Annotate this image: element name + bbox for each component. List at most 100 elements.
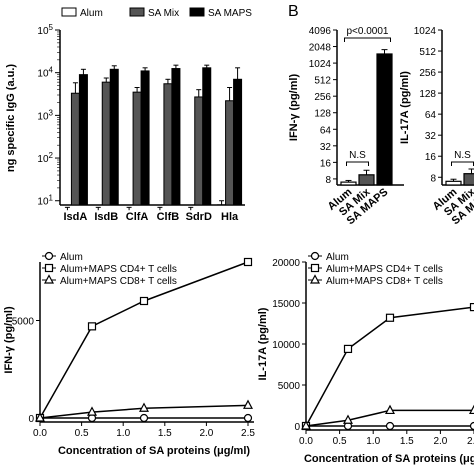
panel-c-ytick-label: 0 [28, 414, 34, 425]
panel-c-point [87, 322, 97, 331]
panel-a-legend-label: SA MAPS [208, 8, 252, 19]
panel-b-ifn-ns-label: N.S [349, 150, 366, 161]
panel-b-ifn-ytick-label: 1024 [309, 59, 332, 70]
panel-a-ytick-label: 104 [37, 66, 53, 80]
panel-b-ifn-bar [358, 174, 375, 186]
panel-a-bar [109, 68, 119, 206]
panel-d-ytick-label: 0 [294, 422, 300, 433]
panel-b-ifn-bar [376, 53, 393, 186]
panel-a-legend-swatch [129, 7, 145, 17]
panel-a-category-label: IsdA [63, 211, 87, 223]
panel-a-legend-swatch [189, 7, 205, 17]
panel-b-ifn-ytick-label: 32 [320, 142, 332, 153]
panel-b-il17-ytick-label: 64 [425, 110, 437, 121]
panel-d-ytick-label: 15000 [272, 299, 300, 310]
panel-d-xtick-label: 2.5 [467, 436, 474, 447]
panel-c-series-line [39, 261, 249, 419]
panel-c-xtick-label: 2.0 [199, 428, 213, 439]
panel-b-ifn-ytick-label: 256 [314, 92, 331, 103]
panel-d-point [469, 421, 474, 431]
panel-b-il17-ytick-label: 1024 [414, 26, 437, 37]
panel-d-legend-marker [310, 251, 320, 261]
panel-b-ifn-ytick-label: 128 [314, 109, 331, 120]
panel-b-ifn-p-bracket [344, 37, 391, 42]
panel-b-il17-ns-label: N.S [454, 150, 471, 161]
panel-a-bar [101, 81, 111, 206]
panel-d-point [301, 420, 311, 430]
panel-c-legend-label: Alum+MAPS CD8+ T cells [60, 276, 177, 287]
panel-a-category-label: IsdB [94, 211, 118, 223]
panel-a-category-label: ClfB [157, 211, 180, 223]
panel-a-category-label: Hla [221, 211, 239, 223]
panel-a-ytick-label: 101 [37, 194, 53, 208]
panel-b-il17-ytick-label: 128 [419, 89, 436, 100]
panel-d-point [385, 404, 395, 415]
panel-b-ifn-ytick-label: 512 [314, 76, 331, 87]
panel-c-y-label: IFN-γ (pg/ml) [3, 306, 15, 374]
panel-a-bar [171, 68, 181, 206]
panel-d-point [469, 404, 474, 415]
panel-d-point [469, 303, 474, 312]
panel-a-category-label: ClfA [126, 211, 149, 223]
panel-d-ytick-label: 5000 [278, 381, 301, 392]
panel-c-xtick-label: 1.0 [116, 428, 130, 439]
panel-d-ytick-label: 10000 [272, 340, 300, 351]
panel-b-ifn-ns-bracket [346, 161, 369, 166]
panel-a-bar [194, 96, 204, 206]
panel-c-point [243, 257, 253, 267]
panel-d-xtick-label: 0.0 [299, 436, 313, 447]
panel-b-il17-ytick-label: 8 [430, 173, 436, 184]
panel-a-bar [163, 83, 173, 206]
panel-c-legend-label: Alum+MAPS CD4+ T cells [60, 264, 177, 275]
panel-c-xtick-label: 1.5 [158, 428, 172, 439]
panel-b-il17-bar [463, 173, 474, 186]
panel-a-category-label: SdrD [186, 211, 212, 223]
panel-d-legend-label: Alum [326, 252, 349, 263]
panel-c-xtick-label: 0.0 [33, 428, 47, 439]
panel-b-ifn-ytick-label: 2048 [309, 43, 332, 54]
panel-c-point [139, 296, 149, 306]
panel-d-legend-label: Alum+MAPS CD8+ T cells [326, 276, 443, 287]
panel-a-legend-label: Alum [80, 8, 103, 19]
panel-d-xtick-label: 1.5 [400, 436, 414, 447]
panel-c-point [35, 412, 45, 422]
panel-a-bar [140, 70, 150, 206]
panel-d-series-line [305, 409, 474, 427]
panel-a-bar [202, 67, 212, 206]
panel-c-legend-label: Alum [60, 252, 83, 263]
panel-a-bar [70, 92, 80, 206]
panel-a-bar [225, 100, 235, 206]
panel-d-y-label: IL-17A (pg/ml) [257, 307, 269, 380]
panel-a-bar [78, 74, 88, 206]
panel-b-ifn-ytick-label: 8 [325, 175, 331, 186]
panel-b-ifn-p-label: p<0.0001 [347, 26, 389, 37]
panel-d-point [385, 313, 395, 322]
panel-a-legend-label: SA Mix [148, 8, 179, 19]
panel-b-il17-bar [445, 180, 462, 186]
panel-d-point [343, 414, 353, 424]
panel-c-x-label: Concentration of SA proteins (μg/ml) [58, 445, 250, 457]
panel-a-ytick-label: 105 [37, 23, 53, 37]
panel-d-series-line [305, 306, 474, 427]
panel-b-ifn-ytick-label: 64 [320, 125, 332, 136]
panel-c-series-line [39, 404, 249, 419]
panel-c-point [139, 402, 149, 412]
panel-b-il17-ytick-label: 256 [419, 68, 436, 79]
panel-b-ifn-ytick-label: 4096 [309, 26, 332, 37]
panel-letter-b: B [288, 3, 299, 20]
panel-d-legend-marker [310, 274, 320, 284]
panel-a-legend-swatch [61, 7, 77, 17]
panel-b-ifn-ytick-label: 16 [320, 158, 332, 169]
panel-c-ytick-label: 5000 [12, 317, 35, 328]
panel-a-bar [132, 91, 142, 206]
panel-b-il17-ns-bracket [451, 161, 474, 166]
panel-a-y-label: ng specific IgG (a.u.) [5, 64, 17, 173]
panel-c-point [243, 399, 253, 409]
panel-d-point [343, 344, 353, 354]
panel-d-ytick-label: 20000 [272, 258, 300, 269]
panel-d-xtick-label: 0.5 [333, 436, 347, 447]
panel-d-point [385, 421, 395, 431]
panel-a-ytick-label: 103 [37, 108, 53, 122]
panel-c-point [87, 406, 97, 416]
